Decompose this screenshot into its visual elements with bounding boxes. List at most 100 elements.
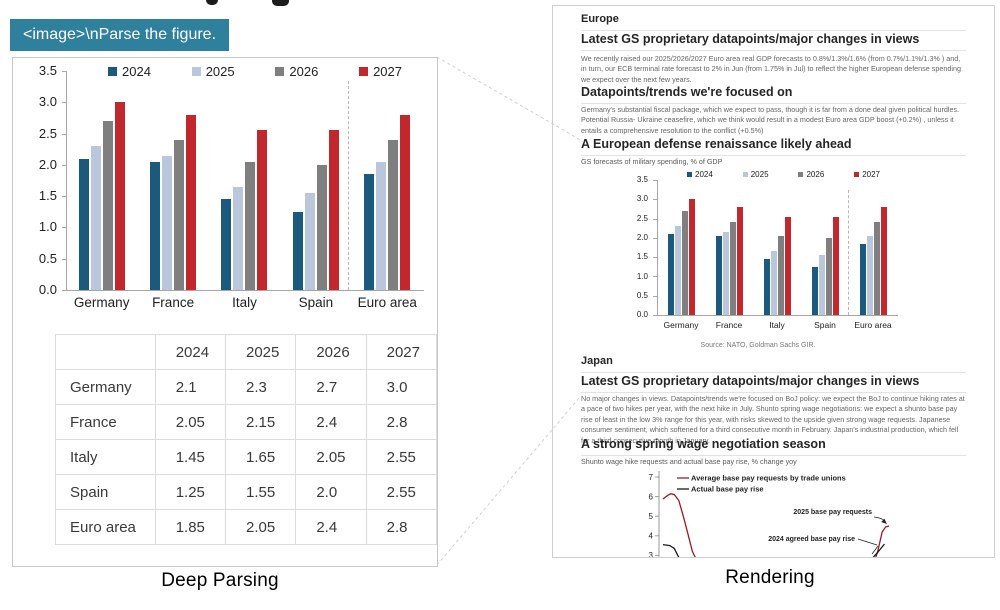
legend-swatch	[742, 172, 748, 177]
annotation-leader-line	[857, 538, 878, 546]
rendered-document-panel: Europe Latest GS proprietary datapoints/…	[552, 5, 995, 558]
y-axis-label: 1.0	[38, 219, 57, 235]
embedded-bar-chart: 2024 2025 2026 2027 0.0 0.5 1.0 1.5 2.0 2.5 3.0 3.5…	[617, 170, 927, 340]
x-axis-label: Italy	[769, 320, 785, 330]
europe-heading-datapoints: Datapoints/trends we're focused on	[581, 85, 966, 104]
y-axis-tick	[62, 164, 66, 166]
europe-chart-title: A European defense renaissance likely ah…	[581, 137, 966, 156]
table-header-cell: 2024	[154, 334, 227, 370]
x-axis-label: Italy	[232, 295, 257, 310]
y-axis-tick	[653, 315, 657, 316]
bar	[376, 161, 387, 290]
table-header-cell: 2026	[295, 334, 367, 370]
legend-item: 2025	[742, 170, 769, 179]
y-axis-label: 0.0	[38, 281, 57, 297]
japan-chart-subtitle: Shunto wage hike requests and actual bas…	[581, 457, 797, 466]
x-axis-label: Spain	[814, 320, 836, 330]
y-axis-label: 3.5	[38, 62, 57, 78]
line-break-mark	[871, 545, 879, 555]
bar	[233, 186, 244, 290]
legend-label: 2025	[750, 170, 769, 179]
bar	[221, 199, 232, 290]
bar	[174, 139, 185, 290]
legend-label: 2027	[373, 64, 402, 79]
table-row-label: Euro area	[55, 509, 156, 545]
y-axis-label: 3	[649, 551, 654, 558]
chart-legend: 2024 2025 2026 2027	[108, 64, 402, 79]
y-axis-label: 3.0	[636, 194, 648, 204]
table-value-cell: 1.55	[224, 474, 297, 510]
bar-group	[209, 71, 280, 290]
legend-item: 2025	[191, 64, 235, 79]
bar	[328, 130, 339, 290]
japan-chart-title: A strong spring wage negotiation season	[581, 437, 966, 456]
y-axis-tick	[653, 180, 657, 181]
legend-swatch	[854, 172, 860, 177]
table-value-cell: 2.05	[224, 509, 297, 545]
right-caption: Rendering	[725, 567, 815, 588]
embedded-line-chart: 7 6 5 4 3 Average base pay requests by trade …	[641, 463, 941, 558]
y-axis-label: 2.0	[636, 232, 648, 242]
table-value-cell: 2.0	[295, 474, 367, 510]
legend-label: 2025	[205, 64, 235, 79]
bar	[688, 199, 695, 315]
legend-label: Actual base pay rise	[691, 485, 764, 494]
bar	[859, 243, 866, 315]
y-axis-label: 1.5	[38, 188, 57, 204]
y-axis-label: 4	[649, 532, 654, 541]
table-value-cell: 1.25	[154, 474, 227, 510]
bar	[763, 259, 770, 315]
bar	[736, 207, 743, 315]
table-row-label: Italy	[55, 439, 156, 475]
table-value-cell: 1.85	[154, 509, 227, 545]
bar	[114, 102, 125, 290]
bar-group	[137, 71, 208, 290]
table-value-cell: 2.15	[224, 404, 297, 440]
table-value-cell: 2.55	[365, 439, 438, 475]
japan-heading-latest-views: Latest GS proprietary datapoints/major c…	[581, 374, 966, 393]
y-axis-label: 0.5	[38, 250, 57, 266]
x-axis-label: Spain	[298, 295, 334, 310]
table-row: Euro area 1.85 2.05 2.4 2.8	[55, 509, 438, 545]
bar	[777, 235, 784, 315]
legend-swatch	[359, 67, 369, 76]
table-row-label: Spain	[55, 474, 156, 510]
table-row: Spain 1.25 1.55 2.0 2.55	[55, 474, 438, 510]
bar	[102, 121, 113, 290]
y-axis-label: 3.0	[38, 94, 57, 110]
bar	[873, 222, 880, 315]
table-value-cell: 2.05	[295, 439, 367, 475]
y-axis-tick	[653, 295, 657, 297]
table-value-cell: 1.45	[154, 439, 227, 475]
legend-item: 2027	[359, 64, 402, 79]
annotation-2024-rise: 2024 agreed base pay rise	[768, 536, 855, 543]
x-axis-label: Euro area	[854, 320, 892, 330]
bar	[245, 161, 256, 290]
chart-source-note: Source: NATO, Goldman Sachs GIR.	[700, 342, 816, 349]
legend-swatch	[275, 67, 285, 76]
x-axis-label: France	[715, 320, 743, 330]
table-value-cell: 2.4	[295, 404, 367, 440]
bar-group	[352, 71, 423, 290]
y-axis-tick	[62, 102, 66, 104]
legend-swatch	[798, 172, 804, 177]
table-value-cell: 2.05	[154, 404, 227, 440]
bar-group	[280, 71, 351, 290]
cropped-text-fragment	[206, 0, 218, 5]
table-header-cell: 2027	[365, 334, 438, 370]
bar	[715, 235, 722, 315]
y-axis-tick	[653, 237, 657, 239]
y-axis-label: 2.0	[38, 156, 57, 172]
bar	[784, 216, 791, 315]
bar	[811, 266, 818, 315]
line-break-mark	[875, 546, 883, 556]
table-value-cell: 2.8	[365, 404, 438, 440]
europe-paragraph-2: Germany's substantial fiscal package, wh…	[581, 105, 960, 135]
legend-item: 2027	[854, 170, 880, 179]
legend-label: 2024	[122, 64, 151, 79]
legend-swatch	[191, 67, 201, 76]
y-axis-tick	[62, 71, 66, 72]
bar	[400, 114, 411, 290]
y-axis-label: 2.5	[636, 213, 648, 223]
